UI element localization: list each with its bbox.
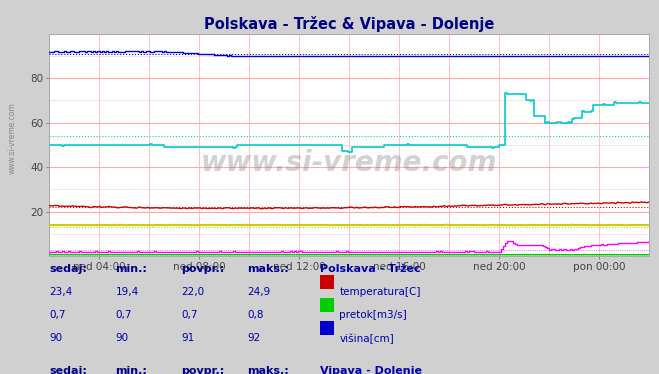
- Title: Polskava - Tržec & Vipava - Dolenje: Polskava - Tržec & Vipava - Dolenje: [204, 16, 494, 33]
- Text: povpr.:: povpr.:: [181, 264, 225, 274]
- Text: višina[cm]: višina[cm]: [339, 333, 394, 344]
- Text: temperatura[C]: temperatura[C]: [339, 287, 421, 297]
- Text: sedaj:: sedaj:: [49, 366, 87, 374]
- Text: pretok[m3/s]: pretok[m3/s]: [339, 310, 407, 320]
- Text: 0,7: 0,7: [181, 310, 198, 320]
- Text: 90: 90: [115, 333, 129, 343]
- Text: Vipava - Dolenje: Vipava - Dolenje: [320, 366, 422, 374]
- Text: 23,4: 23,4: [49, 287, 72, 297]
- Text: www.si-vreme.com: www.si-vreme.com: [201, 149, 498, 177]
- Text: 90: 90: [49, 333, 63, 343]
- Text: 19,4: 19,4: [115, 287, 138, 297]
- Text: www.si-vreme.com: www.si-vreme.com: [8, 102, 17, 174]
- Text: sedaj:: sedaj:: [49, 264, 87, 274]
- Text: 24,9: 24,9: [247, 287, 270, 297]
- Text: 22,0: 22,0: [181, 287, 204, 297]
- Text: povpr.:: povpr.:: [181, 366, 225, 374]
- Text: Polskava - Tržec: Polskava - Tržec: [320, 264, 420, 274]
- Text: min.:: min.:: [115, 366, 147, 374]
- Text: 0,7: 0,7: [49, 310, 66, 320]
- Text: 0,8: 0,8: [247, 310, 264, 320]
- Text: maks.:: maks.:: [247, 366, 289, 374]
- Text: 91: 91: [181, 333, 194, 343]
- Text: min.:: min.:: [115, 264, 147, 274]
- Text: 92: 92: [247, 333, 260, 343]
- Text: 0,7: 0,7: [115, 310, 132, 320]
- Text: maks.:: maks.:: [247, 264, 289, 274]
